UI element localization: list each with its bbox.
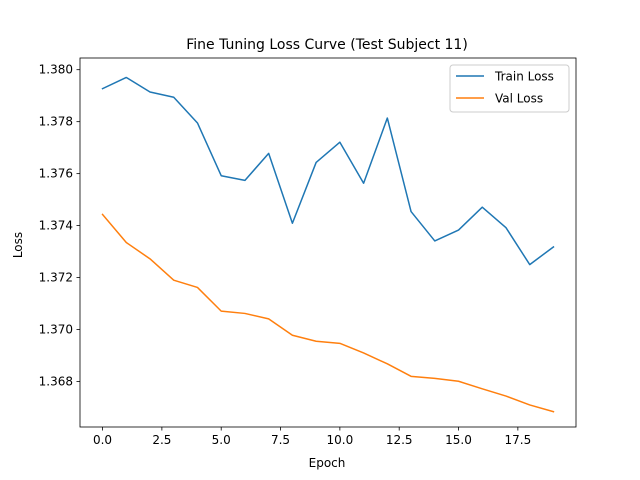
- y-tick-label: 1.378: [39, 115, 73, 129]
- y-tick-label: 1.374: [39, 219, 73, 233]
- x-tick-label: 10.0: [327, 433, 354, 447]
- y-tick-label: 1.372: [39, 271, 73, 285]
- x-axis: 0.0 2.5 5.0 7.5 10.0 12.5 15.0 17.5: [93, 427, 531, 447]
- chart-title: Fine Tuning Loss Curve (Test Subject 11): [186, 37, 468, 53]
- x-tick-label: 2.5: [152, 433, 171, 447]
- x-axis-label: Epoch: [309, 456, 346, 470]
- x-tick-label: 0.0: [93, 433, 112, 447]
- y-tick-label: 1.380: [39, 63, 73, 77]
- y-axis: 1.368 1.370 1.372 1.374 1.376 1.378 1.380: [39, 63, 80, 389]
- y-tick-label: 1.370: [39, 323, 73, 337]
- x-tick-label: 17.5: [504, 433, 531, 447]
- x-tick-label: 12.5: [386, 433, 413, 447]
- axes-frame: [79, 57, 577, 428]
- y-tick-label: 1.368: [39, 375, 73, 389]
- legend-label: Train Loss: [494, 70, 554, 84]
- y-tick-label: 1.376: [39, 167, 73, 181]
- series-line-1: [101, 213, 555, 413]
- x-tick-label: 15.0: [445, 433, 472, 447]
- legend: Train Loss Val Loss: [449, 64, 570, 113]
- y-axis-label: Loss: [11, 232, 25, 258]
- x-tick-label: 7.5: [271, 433, 290, 447]
- legend-label: Val Loss: [495, 92, 543, 106]
- x-tick-label: 5.0: [212, 433, 231, 447]
- plot-area: [79, 57, 577, 428]
- series-line-0: [101, 76, 555, 266]
